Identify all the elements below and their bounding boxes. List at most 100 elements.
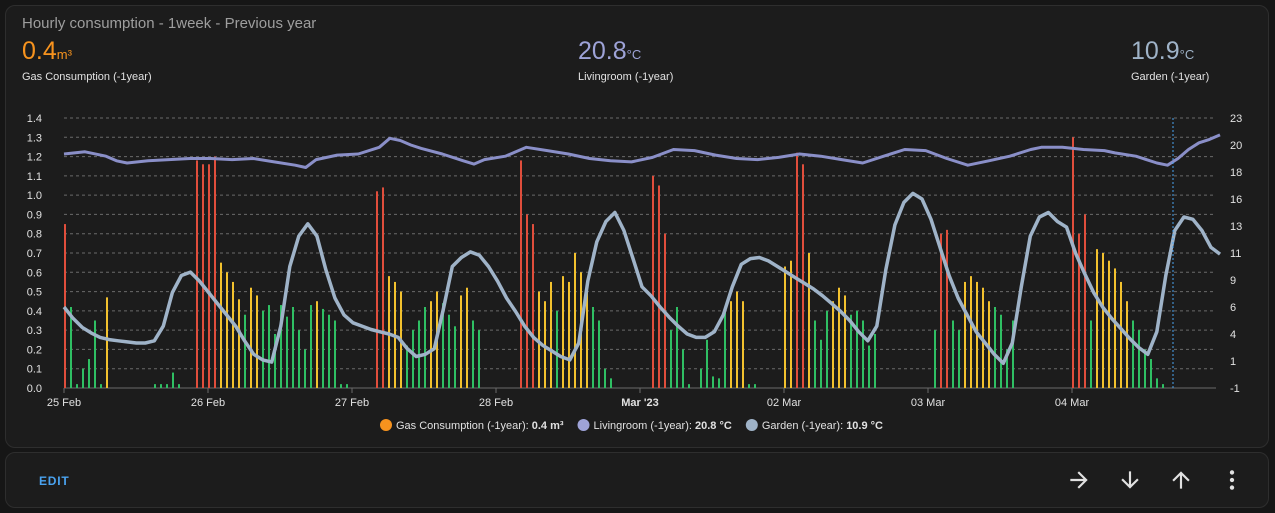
legend-label: Garden (-1year): 10.9 °C	[762, 420, 883, 432]
gas-bar	[784, 266, 786, 388]
gas-bar	[748, 384, 750, 388]
stat-livingroom[interactable]: 20.8°C Livingroom (-1year)	[578, 36, 673, 83]
y-right-tick-label: 9	[1230, 275, 1236, 287]
y-right-tick-label: 4	[1230, 329, 1236, 341]
gas-bar	[1096, 249, 1098, 388]
gas-bar	[676, 307, 678, 388]
y-left-tick-label: 0.6	[27, 267, 42, 279]
gas-bar	[310, 305, 312, 388]
stat-gas-value: 0.4	[22, 37, 57, 65]
gas-bar	[376, 191, 378, 388]
y-right-tick-label: 23	[1230, 113, 1242, 125]
gas-bar	[76, 384, 78, 388]
gas-bar	[658, 185, 660, 388]
gas-bar	[160, 384, 162, 388]
gas-bar	[724, 310, 726, 388]
gas-bar	[304, 349, 306, 388]
gas-bar	[268, 305, 270, 388]
x-tick-label: 27 Feb	[335, 397, 369, 409]
arrow-right-icon[interactable]	[1066, 467, 1092, 493]
garden-temp-line	[62, 191, 1222, 366]
legend-series-name: Garden (-1year):	[762, 420, 846, 432]
gas-bar	[754, 384, 756, 388]
stat-garden-value: 10.9	[1131, 37, 1180, 65]
y-right-tick-label: 18	[1230, 167, 1242, 179]
gas-bar	[844, 295, 846, 388]
gas-bar	[946, 229, 948, 388]
gas-bar	[970, 276, 972, 388]
stat-garden[interactable]: 10.9°C Garden (-1year)	[1131, 36, 1209, 83]
consumption-chart[interactable]: 1.4 1.3 1.2 1.1 1.0 0.9 0.8 0.7 0.6 0.5 0.4 0.3 0.2 0…	[6, 101, 1268, 446]
gas-bar	[100, 384, 102, 388]
gas-bar	[574, 253, 576, 388]
x-tick-label: 04 Mar	[1055, 397, 1090, 409]
gas-bar	[280, 305, 282, 388]
gas-bar	[712, 376, 714, 388]
gas-bar	[208, 164, 210, 388]
gas-bar	[1150, 359, 1152, 388]
gas-bar	[172, 372, 174, 388]
stat-gas-value-row: 0.4m³	[22, 36, 152, 70]
x-tick-label: Mar '23	[621, 397, 658, 409]
stat-gas[interactable]: 0.4m³ Gas Consumption (-1year)	[22, 36, 152, 83]
gas-bar	[178, 384, 180, 388]
gas-bar	[220, 262, 222, 388]
gas-bar	[802, 164, 804, 388]
gas-bar	[1126, 301, 1128, 388]
gas-bar	[790, 260, 792, 388]
gas-bar	[520, 160, 522, 388]
gas-bar	[238, 299, 240, 388]
gas-bar	[94, 320, 96, 388]
gas-bar	[1120, 281, 1122, 388]
gas-bar	[256, 295, 258, 388]
gas-bar	[874, 334, 876, 388]
y-left-tick-label: 0.9	[27, 209, 42, 221]
y-left-tick-label: 1.4	[27, 113, 42, 125]
gas-bar	[346, 384, 348, 388]
gas-bar	[718, 378, 720, 388]
gas-bar	[940, 233, 942, 388]
gas-bar	[406, 345, 408, 388]
more-vert-icon[interactable]	[1219, 467, 1245, 493]
gas-bar	[820, 339, 822, 388]
arrow-down-icon[interactable]	[1117, 467, 1143, 493]
stat-garden-label: Garden (-1year)	[1131, 71, 1210, 83]
gas-bar	[286, 316, 288, 388]
gas-bar	[232, 281, 234, 388]
legend-series-name: Gas Consumption (-1year):	[396, 420, 532, 432]
gas-bar	[652, 175, 654, 388]
gas-bar	[604, 368, 606, 388]
gas-bar	[862, 320, 864, 388]
gas-bar	[706, 339, 708, 388]
y-left-tick-label: 0.1	[27, 364, 42, 376]
gas-bar	[736, 291, 738, 388]
gas-bar	[562, 276, 564, 388]
gas-bar	[1012, 320, 1014, 388]
gas-bar	[388, 276, 390, 388]
gas-bar	[958, 330, 960, 388]
gas-bar	[322, 308, 324, 388]
y-left-tick-label: 0.8	[27, 229, 42, 241]
y-right-tick-label: 16	[1230, 194, 1242, 206]
gas-bar	[214, 156, 216, 388]
gas-bar	[382, 187, 384, 388]
gas-bar	[430, 301, 432, 388]
gas-bar	[250, 287, 252, 388]
stat-livingroom-value: 20.8	[578, 37, 627, 65]
gas-bar	[994, 307, 996, 388]
x-tick-label: 26 Feb	[191, 397, 225, 409]
x-tick-label: 02 Mar	[767, 397, 802, 409]
gas-bar	[586, 291, 588, 388]
card-footer: EDIT	[5, 452, 1269, 508]
gas-bar	[166, 384, 168, 388]
arrow-up-icon[interactable]	[1168, 467, 1194, 493]
gas-bar	[1006, 349, 1008, 388]
gas-bar	[868, 345, 870, 388]
history-card: Hourly consumption - 1week - Previous ye…	[5, 5, 1269, 448]
gas-bar	[1090, 320, 1092, 388]
x-tick-label: 25 Feb	[47, 397, 81, 409]
gas-bar	[550, 281, 552, 388]
edit-button[interactable]: EDIT	[39, 474, 70, 488]
y-left-tick-label: 0.0	[27, 383, 42, 395]
gas-bar	[316, 301, 318, 388]
